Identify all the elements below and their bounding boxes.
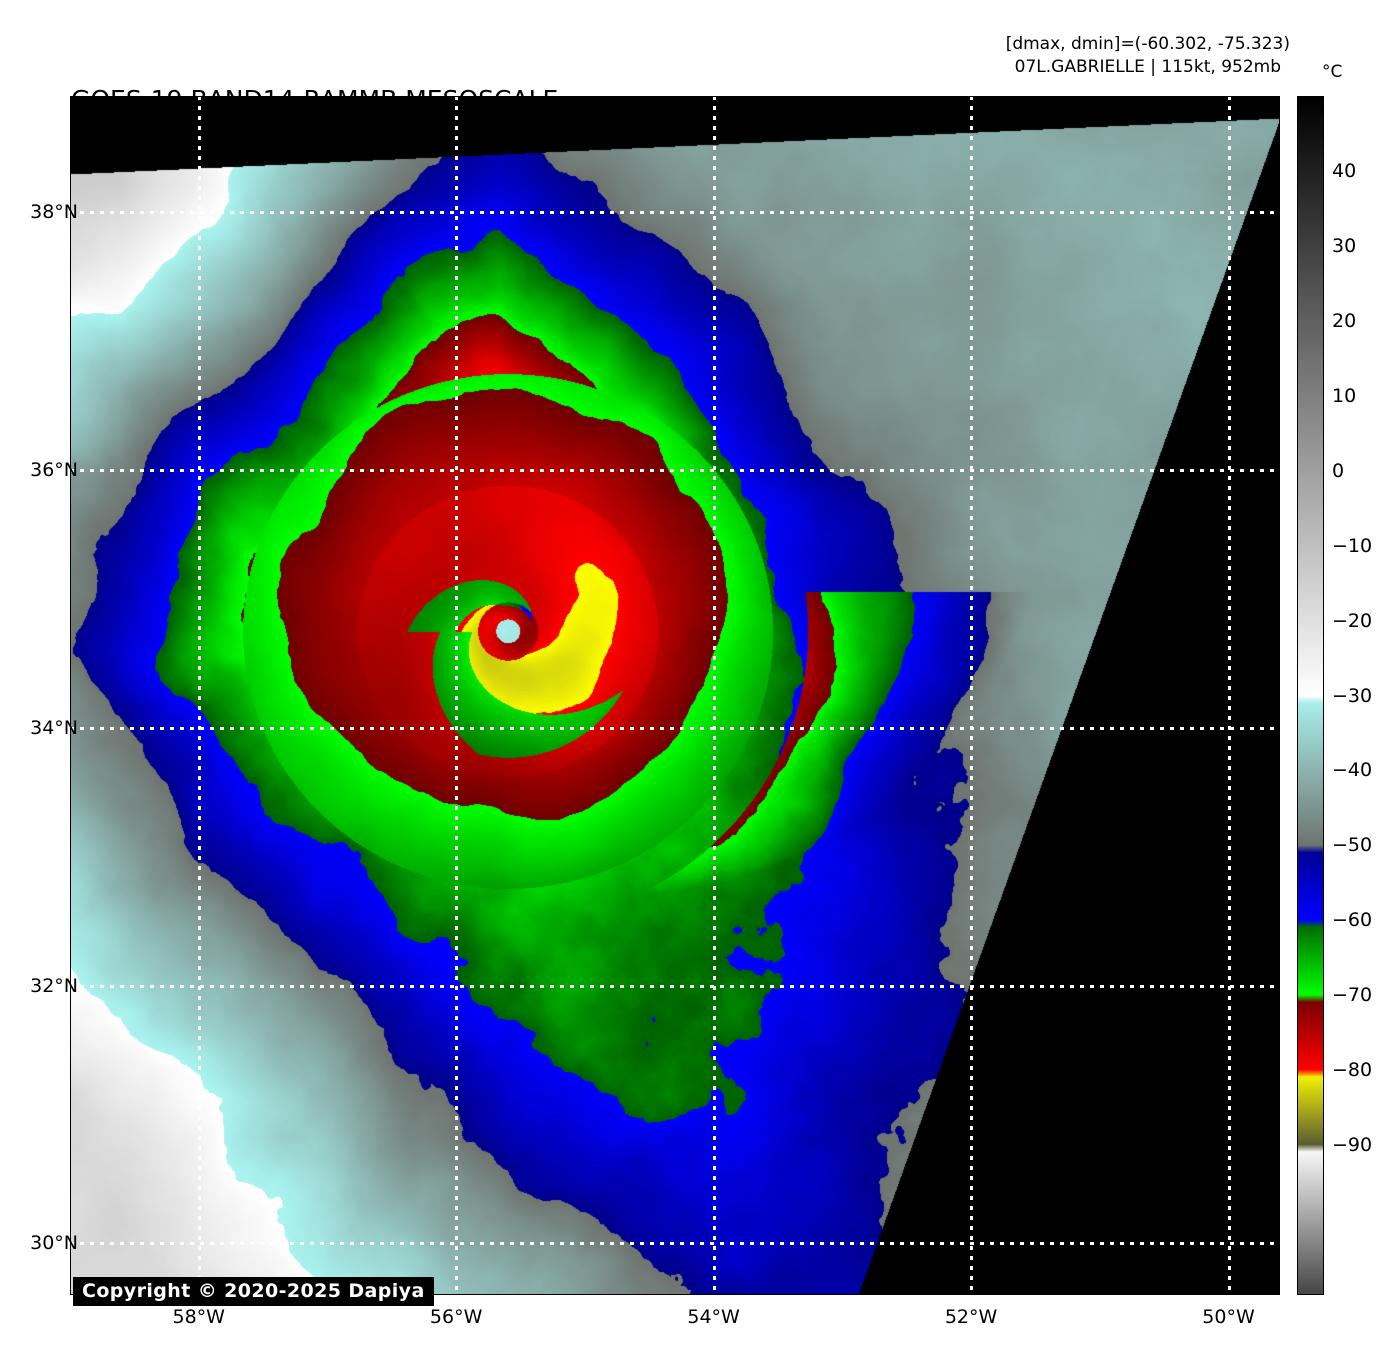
colorbar-tick-label: 40	[1332, 159, 1357, 182]
x-axis-tick-label: 58°W	[172, 1306, 225, 1328]
colorbar-unit-label: °C	[1322, 62, 1343, 82]
temperature-colorbar	[1297, 96, 1324, 1295]
copyright-banner: Copyright © 2020-2025 Dapiya	[73, 1277, 434, 1306]
satellite-imagery-canvas	[70, 96, 1280, 1295]
colorbar-tick-label: 30	[1332, 234, 1357, 257]
colorbar-tick-label: 0	[1332, 459, 1345, 482]
x-axis-tick-label: 56°W	[429, 1306, 483, 1328]
colorbar-tick-label: −50	[1332, 834, 1373, 857]
x-axis-tick-label: 54°W	[687, 1306, 740, 1328]
colorbar-gradient	[1298, 97, 1323, 1294]
colorbar-tick-label: 10	[1332, 384, 1357, 407]
colorbar-tick-label: −30	[1332, 684, 1373, 707]
colorbar-tick-label: −70	[1332, 984, 1373, 1007]
x-axis-tick-label: 50°W	[1202, 1306, 1255, 1328]
storm-info-label: 07L.GABRIELLE | 115kt, 952mb	[1014, 57, 1281, 77]
colorbar-tick-label: −60	[1332, 909, 1373, 932]
y-axis-tick-label: 32°N	[30, 974, 78, 997]
y-axis-tick-label: 30°N	[30, 1232, 78, 1255]
y-axis-tick-label: 36°N	[30, 458, 78, 481]
colorbar-tick-label: −20	[1332, 609, 1373, 632]
colorbar-tick-label: −40	[1332, 759, 1373, 782]
colorbar-tick-label: −90	[1332, 1134, 1373, 1157]
satellite-image-plot	[70, 96, 1280, 1295]
dmax-dmin-label: [dmax, dmin]=(-60.302, -75.323)	[1005, 34, 1290, 54]
colorbar-tick-label: −80	[1332, 1059, 1373, 1082]
y-axis-tick-label: 34°N	[30, 716, 78, 739]
x-axis-tick-label: 52°W	[944, 1306, 998, 1328]
colorbar-tick-label: 20	[1332, 309, 1357, 332]
colorbar-tick-label: −10	[1332, 534, 1373, 557]
y-axis-tick-label: 38°N	[30, 201, 78, 224]
metadata-block: [dmax, dmin]=(-60.302, -75.323) 07L.GABR…	[1006, 33, 1290, 79]
